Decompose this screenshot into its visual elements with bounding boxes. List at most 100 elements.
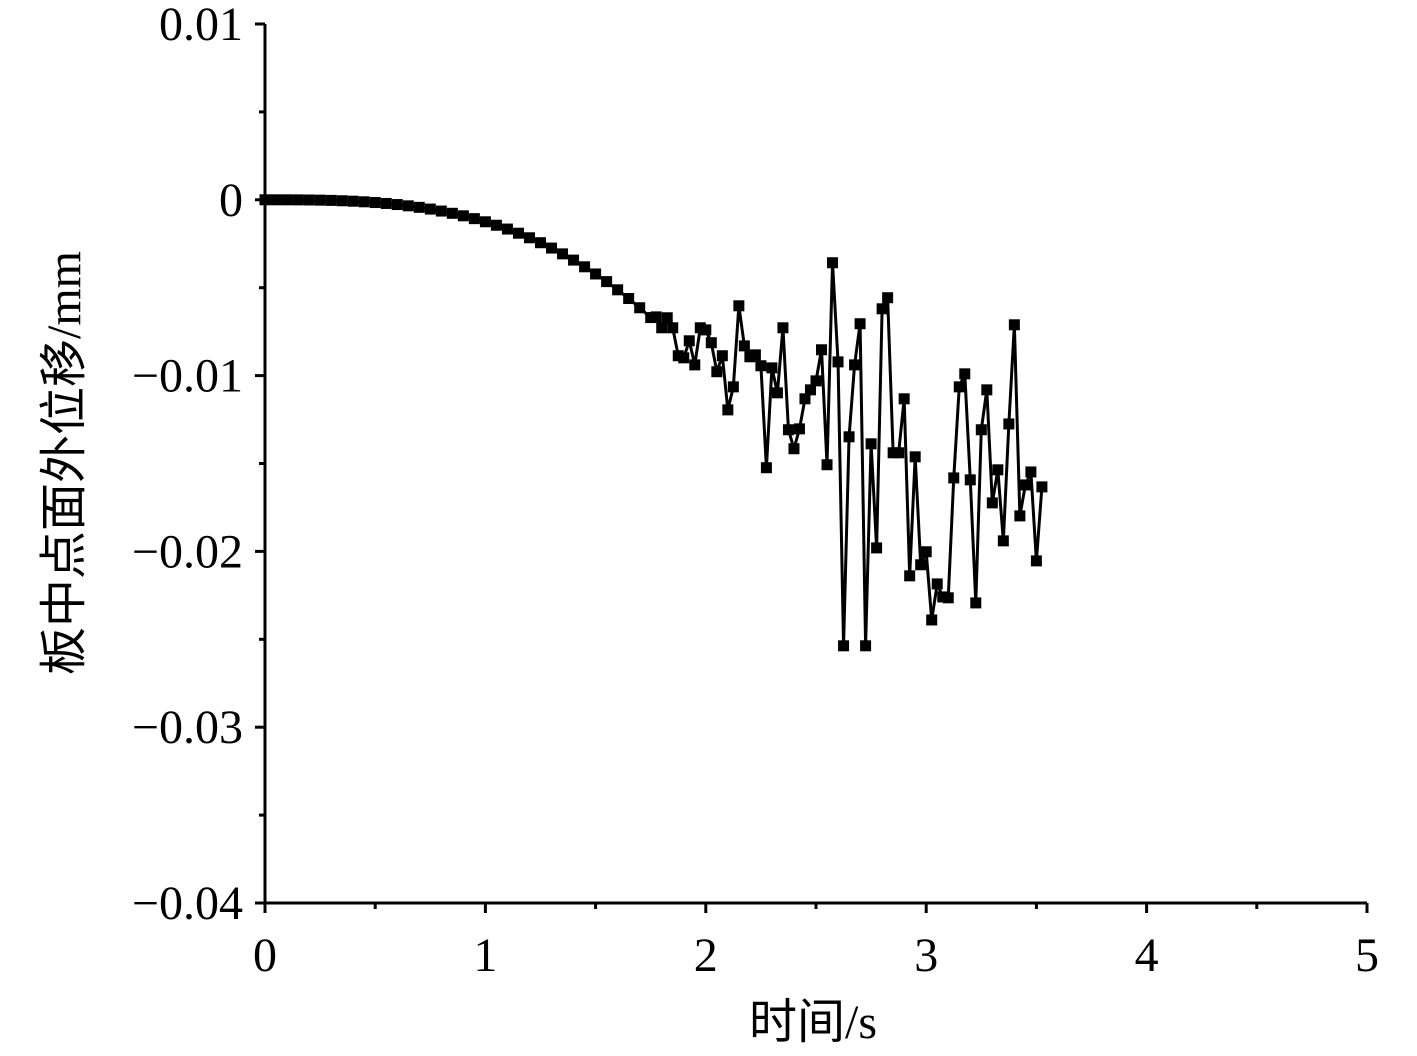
- data-point: [413, 201, 425, 213]
- data-point: [860, 640, 872, 652]
- data-point: [380, 197, 392, 209]
- data-point: [512, 227, 524, 239]
- data-point: [931, 578, 943, 590]
- data-point: [369, 197, 381, 209]
- data-point: [523, 232, 535, 244]
- data-point: [799, 393, 811, 405]
- data-point: [975, 424, 987, 436]
- data-point: [887, 447, 899, 459]
- data-point: [738, 340, 750, 352]
- y-tick-label: 0.01: [159, 0, 243, 51]
- y-tick-label: −0.04: [132, 877, 243, 930]
- x-axis-title: 时间/s: [749, 996, 877, 1049]
- data-point: [650, 311, 662, 323]
- data-point: [727, 381, 739, 393]
- data-point: [816, 344, 828, 356]
- data-point: [1008, 319, 1020, 331]
- data-point: [391, 199, 403, 211]
- data-point: [959, 368, 971, 380]
- data-point: [843, 431, 855, 443]
- x-tick-label: 0: [253, 929, 277, 982]
- y-axis-title: 板中点面外位移/mm: [38, 251, 91, 675]
- data-point: [601, 276, 613, 288]
- data-point: [612, 284, 624, 296]
- data-point: [1036, 481, 1048, 493]
- data-point: [788, 443, 800, 455]
- data-point: [568, 254, 580, 266]
- data-point: [281, 194, 293, 206]
- data-point: [722, 404, 734, 416]
- data-point: [402, 200, 414, 212]
- data-point: [716, 350, 728, 362]
- data-point: [347, 195, 359, 207]
- data-point: [964, 474, 976, 486]
- data-point: [898, 393, 910, 405]
- data-point: [270, 194, 282, 206]
- data-point: [871, 542, 883, 554]
- data-point: [711, 366, 723, 378]
- data-point: [997, 535, 1009, 547]
- data-point: [744, 351, 756, 363]
- data-point: [501, 223, 513, 235]
- data-point: [1019, 479, 1031, 491]
- data-point: [446, 207, 458, 219]
- data-point: [292, 194, 304, 206]
- data-point: [755, 360, 767, 372]
- data-point: [986, 497, 998, 509]
- data-point: [579, 261, 591, 273]
- data-point: [733, 300, 745, 312]
- data-point: [920, 546, 932, 558]
- data-point: [838, 640, 850, 652]
- data-point: [490, 219, 502, 231]
- x-tick-label: 4: [1135, 929, 1159, 982]
- data-point: [915, 559, 927, 571]
- data-point: [634, 302, 646, 314]
- data-point: [766, 362, 778, 374]
- data-point: [435, 205, 447, 217]
- data-point: [479, 216, 491, 228]
- data-point: [667, 322, 679, 334]
- data-point: [793, 423, 805, 435]
- data-point: [468, 213, 480, 225]
- data-point: [457, 210, 469, 222]
- data-point: [314, 194, 326, 206]
- data-point: [810, 375, 822, 387]
- data-point: [992, 464, 1004, 476]
- data-point: [1030, 555, 1042, 567]
- data-point: [683, 335, 695, 347]
- y-tick-label: −0.01: [132, 350, 243, 403]
- data-point: [777, 322, 789, 334]
- data-point: [325, 194, 337, 206]
- data-point: [623, 293, 635, 305]
- data-point: [849, 359, 861, 371]
- data-point: [358, 196, 370, 208]
- data-point: [645, 312, 657, 324]
- data-point: [590, 268, 602, 280]
- data-point: [865, 438, 877, 450]
- data-point: [694, 322, 706, 334]
- data-point: [1014, 510, 1026, 522]
- data-point: [424, 203, 436, 215]
- data-point: [259, 194, 271, 206]
- data-point: [948, 472, 960, 484]
- data-point: [1025, 466, 1037, 478]
- data-point: [678, 352, 690, 364]
- data-point: [926, 614, 938, 626]
- data-point: [953, 381, 965, 393]
- data-point: [782, 424, 794, 436]
- x-tick-label: 3: [914, 929, 938, 982]
- data-point: [876, 303, 888, 315]
- data-point: [909, 451, 921, 463]
- data-point: [942, 592, 954, 604]
- y-tick-label: 0: [219, 174, 243, 227]
- data-line: [265, 198, 1044, 646]
- data-point: [937, 591, 949, 603]
- data-point: [336, 195, 348, 207]
- data-point: [832, 356, 844, 368]
- data-point: [689, 359, 701, 371]
- data-point: [749, 349, 761, 361]
- data-point: [1003, 418, 1015, 430]
- x-tick-label: 2: [694, 929, 718, 982]
- y-tick-label: −0.03: [132, 701, 243, 754]
